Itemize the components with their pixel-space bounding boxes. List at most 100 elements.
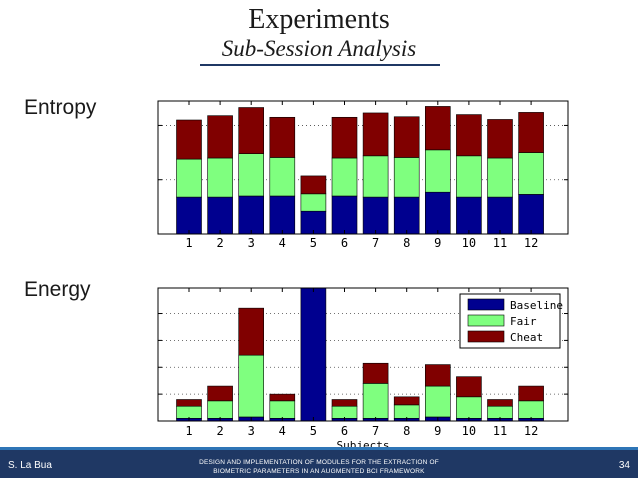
bar-fair [362,383,389,419]
bar-cheat [238,307,264,356]
x-tick-label: 9 [434,236,441,250]
bar-cheat [393,116,420,158]
legend-label-fair: Fair [510,315,537,328]
x-tick-label: 3 [248,424,255,438]
x-tick-label: 8 [403,424,410,438]
x-tick-label: 6 [341,424,348,438]
title-divider [200,64,440,66]
bar-baseline [207,196,233,235]
bar-cheat [487,119,513,159]
footer-title-line2: BIOMETRIC PARAMETERS IN AN AUGMENTED BCI… [213,468,425,475]
bar-baseline [518,194,544,235]
footer-accent-rule [0,447,638,450]
bar-fair [518,400,544,419]
bar-cheat [362,362,389,384]
bar-fair [424,385,451,418]
bar-cheat [207,385,233,402]
x-tick-label: 12 [524,236,538,250]
x-tick-label: 5 [310,424,317,438]
entropy-label: Entropy [24,96,97,119]
bar-fair [393,157,420,198]
x-tick-label: 11 [493,424,507,438]
bar-baseline [393,196,420,235]
x-tick-label: 9 [434,424,441,438]
bar-baseline [176,196,202,235]
bar-fair [331,405,358,419]
x-tick-label: 12 [524,424,538,438]
x-tick-label: 3 [248,236,255,250]
slide-title: Experiments [248,4,390,35]
legend-swatch-fair [467,314,505,327]
x-tick-label: 1 [185,236,192,250]
bar-cheat [362,112,389,157]
bar-fair [393,404,420,419]
x-tick-label: 1 [185,424,192,438]
bar-fair [269,157,296,197]
bar-cheat [331,399,358,407]
bar-baseline [362,196,389,235]
bar-fair [207,400,233,419]
slide-subtitle: Sub-Session Analysis [221,36,417,61]
bar-cheat [424,106,451,151]
plot-frame [157,287,569,422]
x-tick-label: 2 [216,236,223,250]
bar-fair [487,405,513,419]
bar-fair [424,149,451,193]
x-tick-label: 5 [310,236,317,250]
x-tick-label: 6 [341,236,348,250]
x-tick-label: 2 [216,424,223,438]
x-tick-label: 10 [462,424,476,438]
bar-fair [238,354,264,418]
legend-swatch-baseline [467,298,505,311]
x-tick-label: 4 [279,236,286,250]
energy-label: Energy [24,278,91,301]
legend-swatch-cheat [467,330,505,343]
bar-fair [331,157,358,197]
bar-cheat [176,399,202,407]
bar-cheat [176,119,202,160]
legend-label-baseline: Baseline [510,299,563,312]
entropy-chart: 1 2 3 4 5 6 7 8 9 10 11 12 [157,100,569,250]
bar-cheat [238,107,264,154]
x-tick-label: 4 [279,424,286,438]
bar-fair [518,152,544,195]
bar-baseline [269,195,296,235]
x-tick-label: 8 [403,236,410,250]
bar-cheat [487,399,513,407]
bar-fair [487,157,513,198]
bar-baseline [238,195,264,235]
bar-cheat [518,112,544,153]
footer-bar: S. La Bua DESIGN AND IMPLEMENTATION OF M… [0,450,638,478]
x-tick-label: 11 [493,236,507,250]
x-tick-label: 7 [372,424,379,438]
bar-fair [238,153,264,197]
bar-baseline [331,195,358,235]
bar-fair [176,158,202,198]
bar-cheat [331,116,358,159]
bar-baseline [424,191,451,235]
footer-page-number: 34 [618,460,630,471]
x-tick-label: 7 [372,236,379,250]
bar-cheat [269,116,296,158]
footer-thesis-title: DESIGN AND IMPLEMENTATION OF MODULES FOR… [150,458,488,476]
bar-cheat [393,396,420,406]
bar-cheat [424,364,451,387]
bar-baseline [487,196,513,235]
footer-author: S. La Bua [8,460,52,471]
bar-cheat [518,385,544,402]
bar-cheat [300,175,327,195]
plot-frame [157,100,569,235]
bar-fair [269,400,296,419]
bar-cheat [207,115,233,159]
footer-title-line1: DESIGN AND IMPLEMENTATION OF MODULES FOR… [199,459,439,466]
bar-cheat [456,376,482,398]
bar-fair [176,405,202,419]
bar-fair [207,157,233,198]
bar-baseline [300,287,327,422]
bar-fair [362,155,389,198]
bar-fair [300,193,327,212]
bar-fair [456,396,482,419]
bar-cheat [269,393,296,402]
bar-cheat [456,114,482,157]
